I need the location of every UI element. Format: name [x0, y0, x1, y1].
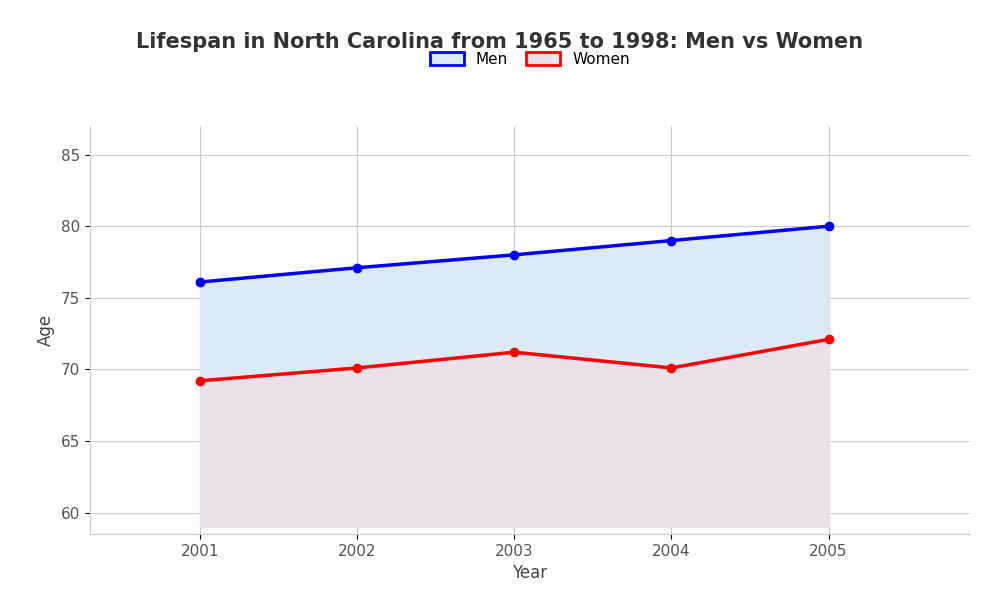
Legend: Men, Women: Men, Women	[422, 44, 638, 74]
Text: Lifespan in North Carolina from 1965 to 1998: Men vs Women: Lifespan in North Carolina from 1965 to …	[136, 32, 864, 52]
X-axis label: Year: Year	[512, 564, 548, 582]
Y-axis label: Age: Age	[37, 314, 55, 346]
